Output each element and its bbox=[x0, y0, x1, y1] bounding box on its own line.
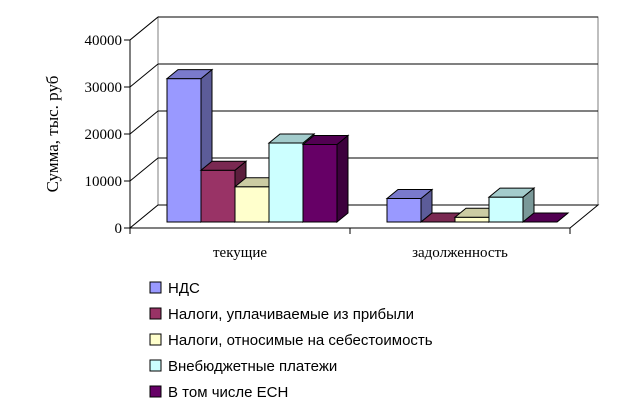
y-tick-label: 20000 bbox=[85, 127, 123, 143]
bar-front bbox=[386, 198, 422, 223]
bar-4-2 bbox=[487, 187, 536, 224]
bar-5-1 bbox=[301, 134, 350, 224]
y-tick-label: 10000 bbox=[85, 174, 123, 190]
bar-top bbox=[165, 69, 214, 80]
bar-front bbox=[454, 216, 490, 223]
x-tick-label: текущие bbox=[213, 245, 267, 261]
gridline-side bbox=[129, 110, 159, 135]
legend-label: Налоги, относимые на себестоимость bbox=[168, 332, 433, 349]
bar-top bbox=[521, 212, 570, 223]
x-tick-label: задолженность bbox=[412, 245, 508, 261]
legend-label: Внебюджетные платежи bbox=[168, 358, 337, 375]
bar-top bbox=[199, 160, 248, 171]
y-axis-label: Сумма, тыс. руб bbox=[43, 76, 62, 193]
y-tick-label: 30000 bbox=[85, 80, 123, 96]
legend-swatch bbox=[149, 333, 162, 346]
bar-top bbox=[487, 187, 536, 198]
bar-top bbox=[267, 133, 316, 144]
legend-swatch bbox=[149, 307, 162, 320]
bar-side bbox=[336, 134, 349, 224]
bar-1-2 bbox=[385, 188, 434, 224]
legend-swatch bbox=[149, 359, 162, 372]
gridline-side bbox=[129, 157, 159, 182]
legend-swatch bbox=[149, 385, 162, 398]
bar-5-2 bbox=[521, 212, 570, 223]
bar-front bbox=[302, 143, 338, 223]
gridline-side bbox=[129, 16, 159, 41]
bar-front bbox=[488, 196, 524, 223]
bar-front bbox=[166, 78, 202, 223]
bar-front bbox=[268, 142, 304, 223]
gridline-side bbox=[129, 63, 159, 88]
y-tick-label: 0 bbox=[115, 221, 123, 237]
bar-front bbox=[200, 169, 236, 223]
bar-top bbox=[385, 189, 434, 199]
bar-top bbox=[301, 134, 350, 145]
legend-swatch bbox=[149, 281, 162, 294]
legend-label: В том числе ЕСН bbox=[168, 384, 288, 401]
y-tick-label: 40000 bbox=[85, 33, 123, 49]
bar-front bbox=[234, 186, 270, 223]
legend-label: НДС bbox=[168, 280, 200, 297]
legend-label: Налоги, уплачиваемые из прибыли bbox=[168, 306, 414, 323]
